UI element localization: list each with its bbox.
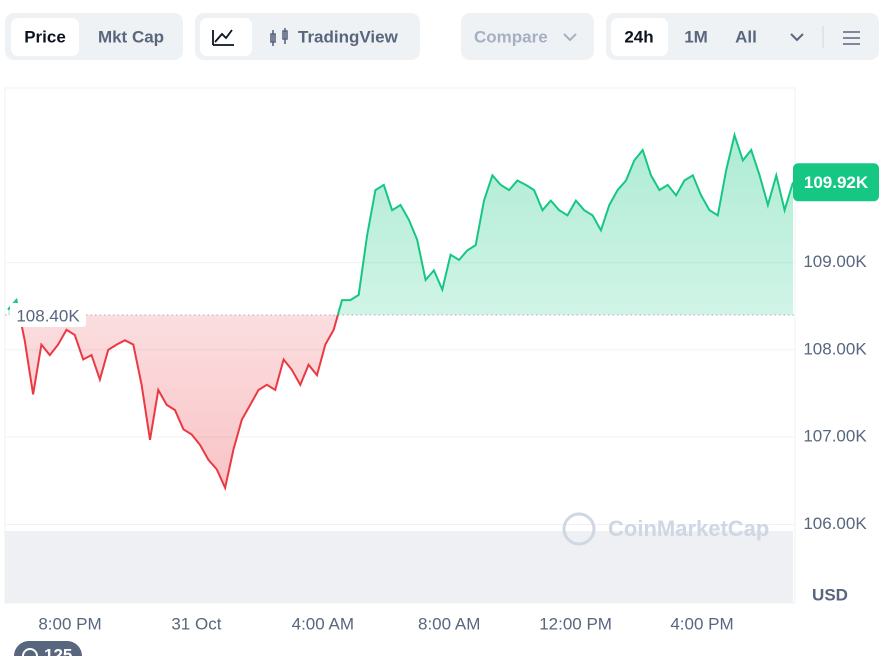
x-tick-label: 4:00 PM [670,614,733,633]
range-button[interactable]: 24h [624,27,653,46]
chevron [563,33,577,42]
range-more[interactable] [790,33,804,42]
x-tick-label: 8:00 PM [38,614,101,633]
price-line-up [7,131,794,315]
last-price-label: 109.92K [804,173,869,192]
y-tick-label: 107.00K [803,427,867,446]
x-tick-label: 4:00 AM [292,614,354,633]
line-icon [212,29,234,46]
baseline-label: 108.40K [16,306,80,325]
range-active [611,18,668,56]
x-tick-label: 12:00 PM [539,614,612,633]
settings-icon[interactable] [843,31,860,45]
range-group [606,13,879,60]
range-button[interactable]: 1M [684,27,708,46]
y-tick-label: 106.00K [803,514,867,533]
baseline-label-bg [10,302,86,327]
area-down [19,314,338,488]
last-price-badge [793,163,879,202]
unit-label: USD [812,585,848,604]
compare-dropdown[interactable] [461,13,594,60]
x-tick-label: 31 Oct [171,614,221,633]
candle-icon [270,28,288,46]
y-tick-label: 108.00K [803,339,867,358]
view-button[interactable]: TradingView [298,27,399,46]
badge-count[interactable]: 125 [44,645,72,661]
watermark: CoinMarketCap [608,516,769,541]
compare-label: Compare [474,27,548,46]
volume-area [5,531,793,603]
y-tick-label: 109.00K [803,252,867,271]
tab[interactable]: Mkt Cap [98,27,164,46]
watermark-logo [562,512,596,546]
area-up [8,135,793,315]
range-button[interactable]: All [735,27,757,46]
badge: 125 [14,641,82,661]
x-tick-label: 8:00 AM [418,614,480,633]
price-line-down [18,314,339,491]
tab[interactable]: Price [24,27,66,46]
tab-active [11,18,79,56]
